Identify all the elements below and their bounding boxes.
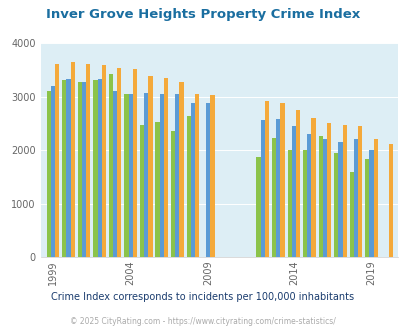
Bar: [256, 157, 260, 257]
Bar: [47, 91, 51, 257]
Bar: [171, 131, 175, 257]
Bar: [302, 149, 307, 257]
Bar: [353, 139, 357, 257]
Bar: [55, 64, 59, 257]
Bar: [271, 138, 275, 257]
Bar: [369, 150, 373, 257]
Bar: [280, 104, 284, 257]
Bar: [186, 116, 190, 257]
Bar: [326, 123, 330, 257]
Bar: [66, 79, 70, 257]
Bar: [194, 94, 198, 257]
Bar: [322, 139, 326, 257]
Bar: [93, 81, 97, 257]
Bar: [260, 120, 264, 257]
Bar: [307, 134, 311, 257]
Bar: [82, 82, 86, 257]
Bar: [318, 136, 322, 257]
Bar: [51, 86, 55, 257]
Bar: [78, 82, 82, 257]
Bar: [148, 76, 152, 257]
Bar: [275, 119, 280, 257]
Bar: [62, 81, 66, 257]
Bar: [102, 65, 106, 257]
Bar: [159, 94, 164, 257]
Bar: [155, 122, 159, 257]
Bar: [333, 153, 337, 257]
Bar: [349, 172, 353, 257]
Text: Crime Index corresponds to incidents per 100,000 inhabitants: Crime Index corresponds to incidents per…: [51, 292, 354, 302]
Bar: [291, 126, 295, 257]
Text: © 2025 CityRating.com - https://www.cityrating.com/crime-statistics/: © 2025 CityRating.com - https://www.city…: [70, 317, 335, 326]
Bar: [206, 104, 210, 257]
Bar: [264, 101, 269, 257]
Bar: [132, 69, 136, 257]
Bar: [113, 91, 117, 257]
Bar: [287, 149, 291, 257]
Bar: [109, 74, 113, 257]
Bar: [175, 94, 179, 257]
Bar: [342, 125, 346, 257]
Text: Inver Grove Heights Property Crime Index: Inver Grove Heights Property Crime Index: [46, 8, 359, 21]
Bar: [140, 125, 144, 257]
Bar: [97, 79, 102, 257]
Bar: [190, 104, 194, 257]
Bar: [164, 78, 168, 257]
Bar: [311, 118, 315, 257]
Bar: [128, 94, 132, 257]
Bar: [179, 82, 183, 257]
Bar: [117, 68, 121, 257]
Bar: [210, 95, 214, 257]
Bar: [124, 94, 128, 257]
Bar: [373, 139, 377, 257]
Bar: [388, 144, 392, 257]
Bar: [144, 93, 148, 257]
Bar: [337, 142, 342, 257]
Bar: [357, 126, 361, 257]
Bar: [70, 62, 75, 257]
Bar: [295, 111, 299, 257]
Bar: [364, 159, 369, 257]
Bar: [86, 64, 90, 257]
